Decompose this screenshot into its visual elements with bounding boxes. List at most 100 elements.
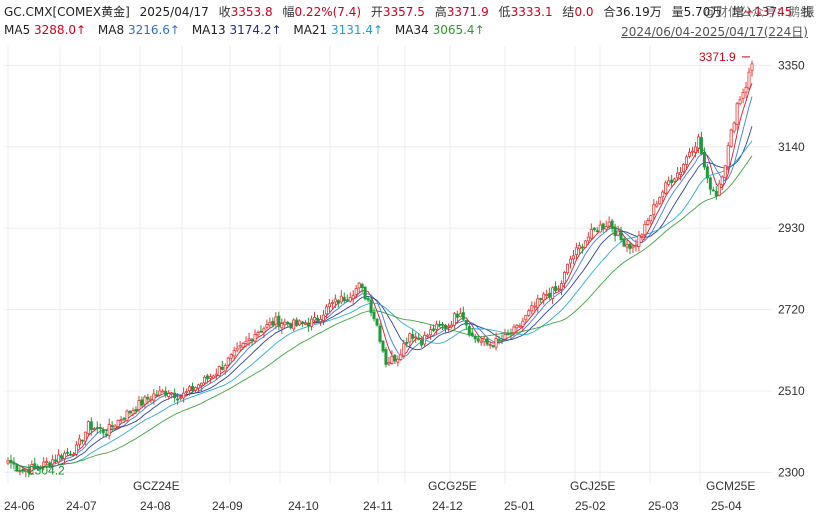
- candle-up: [452, 313, 456, 326]
- y-axis: 3350 3140 2930 2720 2510 2300: [778, 58, 805, 479]
- candle-up: [726, 145, 730, 168]
- candle-up: [521, 320, 525, 327]
- candle-up: [253, 334, 257, 342]
- high-price-label: 3371.9: [699, 50, 736, 64]
- candle-up: [137, 400, 141, 410]
- chart-grid: [4, 46, 772, 484]
- candle-up: [42, 461, 46, 467]
- close-value: 3353.8: [230, 5, 273, 19]
- candle-up: [235, 347, 239, 351]
- candle-up: [247, 338, 251, 341]
- candle-up: [229, 354, 233, 359]
- candle-down: [27, 468, 31, 474]
- x-tick-label: 24-09: [212, 499, 243, 513]
- candle-up: [188, 386, 192, 392]
- candle-down: [509, 332, 513, 335]
- quote-date: 2025/04/17: [139, 5, 209, 19]
- ma5-item: MA5 3288.0↑: [4, 23, 86, 37]
- x-tick-label: GCM25E: [706, 479, 755, 493]
- candle-down: [271, 320, 275, 326]
- candle-up: [545, 294, 549, 297]
- candle-up: [71, 454, 75, 456]
- candle-up: [679, 171, 683, 175]
- candle-down: [80, 439, 84, 442]
- candle-up: [223, 365, 227, 372]
- candle-up: [179, 397, 183, 400]
- candle-down: [295, 319, 299, 326]
- settle-label: 结: [562, 5, 575, 19]
- candle-up: [238, 345, 242, 348]
- candle-up: [232, 350, 236, 357]
- candle-down: [619, 232, 623, 241]
- candle-up: [637, 235, 641, 247]
- ma21-item: MA21 3131.4↑: [293, 23, 383, 37]
- ma21-value: 3131.4↑: [331, 23, 384, 37]
- watermark: @财信公众号：鹅线: [703, 5, 812, 19]
- candle-up: [557, 288, 561, 291]
- ma34-item: MA34 3065.4↑: [395, 23, 485, 37]
- ma8-line: [7, 96, 753, 470]
- ma5-line: [7, 82, 753, 472]
- candle-up: [458, 313, 462, 318]
- candle-up: [688, 151, 692, 157]
- candle-up: [304, 323, 308, 325]
- candle-up: [512, 326, 516, 334]
- candle-up: [321, 314, 325, 321]
- x-tick-label: 25-04: [711, 499, 742, 513]
- candle-down: [164, 390, 168, 396]
- candle-up: [170, 392, 174, 395]
- candle-up: [571, 255, 575, 260]
- candle-down: [101, 429, 105, 434]
- candle-down: [473, 335, 477, 340]
- candle-down: [110, 425, 114, 428]
- candle-down: [89, 421, 93, 431]
- candle-up: [244, 340, 248, 344]
- candle-down: [342, 297, 346, 302]
- candle-up: [6, 460, 10, 464]
- candle-up: [86, 421, 90, 434]
- candle-up: [167, 393, 171, 397]
- ma-row: MA5 3288.0↑ MA8 3216.6↑ MA13 3174.2↑ MA2…: [4, 23, 493, 37]
- y-tick-label: 2510: [778, 384, 805, 398]
- candle-down: [500, 340, 504, 342]
- candle-down: [104, 433, 108, 436]
- ma13-line: [7, 126, 753, 469]
- candle-up: [390, 355, 394, 364]
- candle-down: [345, 299, 349, 302]
- ma5-label: MA5: [4, 23, 31, 37]
- candle-down: [134, 409, 138, 412]
- candle-up: [92, 428, 96, 430]
- candle-down: [259, 330, 263, 333]
- hold-label: 合: [603, 5, 616, 19]
- candle-up: [667, 180, 671, 185]
- candle-down: [443, 324, 447, 329]
- candle-up: [161, 390, 165, 393]
- candle-up: [202, 376, 206, 384]
- candle-up: [57, 454, 61, 463]
- candle-up: [482, 338, 486, 343]
- high-value: 3371.9: [446, 5, 489, 19]
- y-tick-label: 2720: [778, 303, 805, 317]
- candle-down: [316, 317, 320, 321]
- ma21-label: MA21: [293, 23, 328, 37]
- x-tick-label: 25-01: [504, 499, 535, 513]
- candle-up: [732, 122, 736, 132]
- candle-down: [286, 322, 290, 325]
- volume-label: 量: [671, 5, 684, 19]
- candle-down: [438, 324, 442, 326]
- candle-down: [705, 166, 709, 179]
- candle-up: [45, 461, 49, 463]
- candle-down: [592, 227, 596, 231]
- date-range[interactable]: 2024/06/04-2025/04/17(224日): [621, 25, 808, 39]
- candle-down: [554, 286, 558, 292]
- candle-up: [211, 375, 215, 379]
- candle-up: [131, 410, 135, 415]
- candle-down: [670, 179, 674, 184]
- candle-down: [548, 292, 552, 298]
- candle-up: [589, 229, 593, 239]
- candle-up: [149, 398, 153, 401]
- open-value: 3357.5: [382, 5, 425, 19]
- candle-up: [152, 393, 156, 401]
- candle-up: [348, 297, 352, 302]
- x-tick-label: 24-11: [363, 499, 393, 513]
